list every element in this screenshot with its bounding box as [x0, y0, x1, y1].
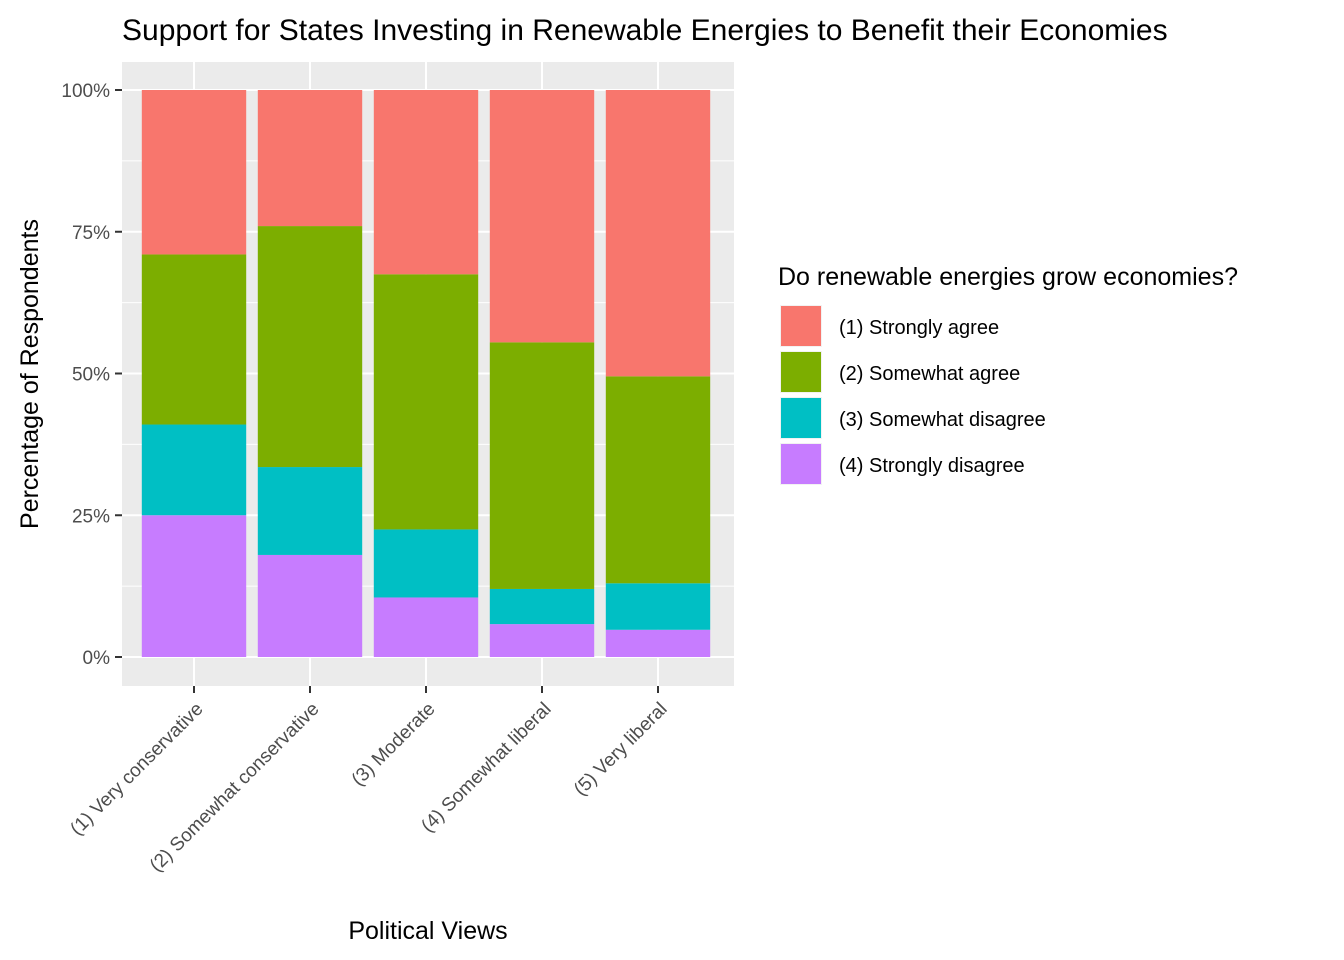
y-axis-title: Percentage of Respondents — [16, 219, 44, 529]
bar-segment — [373, 529, 479, 598]
bar-segment — [373, 597, 479, 657]
bar-segment — [257, 467, 363, 555]
bar-segment — [141, 254, 247, 425]
bar-segment — [141, 90, 247, 255]
x-tick-label: (1) Very conservative — [66, 699, 207, 840]
legend-label: (3) Somewhat disagree — [839, 409, 1046, 431]
legend-swatch — [781, 352, 821, 392]
bar-segment — [605, 376, 711, 584]
bar-segment — [605, 90, 711, 377]
bar-segment — [257, 226, 363, 468]
bar-segment — [605, 629, 711, 657]
y-axis: 0% 25% 50% 75% 100% — [61, 81, 122, 669]
y-tick-label: 75% — [72, 223, 110, 244]
legend-swatch — [781, 398, 821, 438]
bar-segment — [489, 588, 595, 625]
legend-label: (1) Strongly agree — [839, 317, 999, 339]
x-tick-label: (4) Somewhat liberal — [417, 699, 555, 837]
bar-segment — [141, 424, 247, 516]
bar-segment — [141, 515, 247, 657]
legend-swatch — [781, 444, 821, 484]
legend-title: Do renewable energies grow economies? — [778, 263, 1238, 291]
chart-title: Support for States Investing in Renewabl… — [122, 14, 1168, 47]
y-tick-label: 25% — [72, 506, 110, 527]
legend-label: (4) Strongly disagree — [839, 455, 1025, 477]
bar-segment — [257, 554, 363, 657]
bars — [141, 90, 711, 657]
legend: Do renewable energies grow economies? (1… — [778, 263, 1238, 485]
legend-label: (2) Somewhat agree — [839, 363, 1020, 385]
legend-swatch — [781, 306, 821, 346]
y-tick-label: 100% — [61, 81, 110, 102]
y-tick-label: 50% — [72, 365, 110, 386]
x-axis-title: Political Views — [348, 917, 507, 945]
bar-segment — [489, 90, 595, 343]
y-tick-label: 0% — [83, 648, 111, 669]
x-axis: (1) Very conservative(2) Somewhat conser… — [66, 686, 672, 876]
x-tick-label: (5) Very liberal — [570, 699, 671, 800]
bar-segment — [373, 274, 479, 530]
bar-segment — [489, 624, 595, 657]
bar-segment — [489, 342, 595, 589]
x-tick-label: (3) Moderate — [348, 699, 440, 791]
bar-segment — [373, 90, 479, 275]
bar-segment — [605, 583, 711, 630]
bar-segment — [257, 90, 363, 227]
